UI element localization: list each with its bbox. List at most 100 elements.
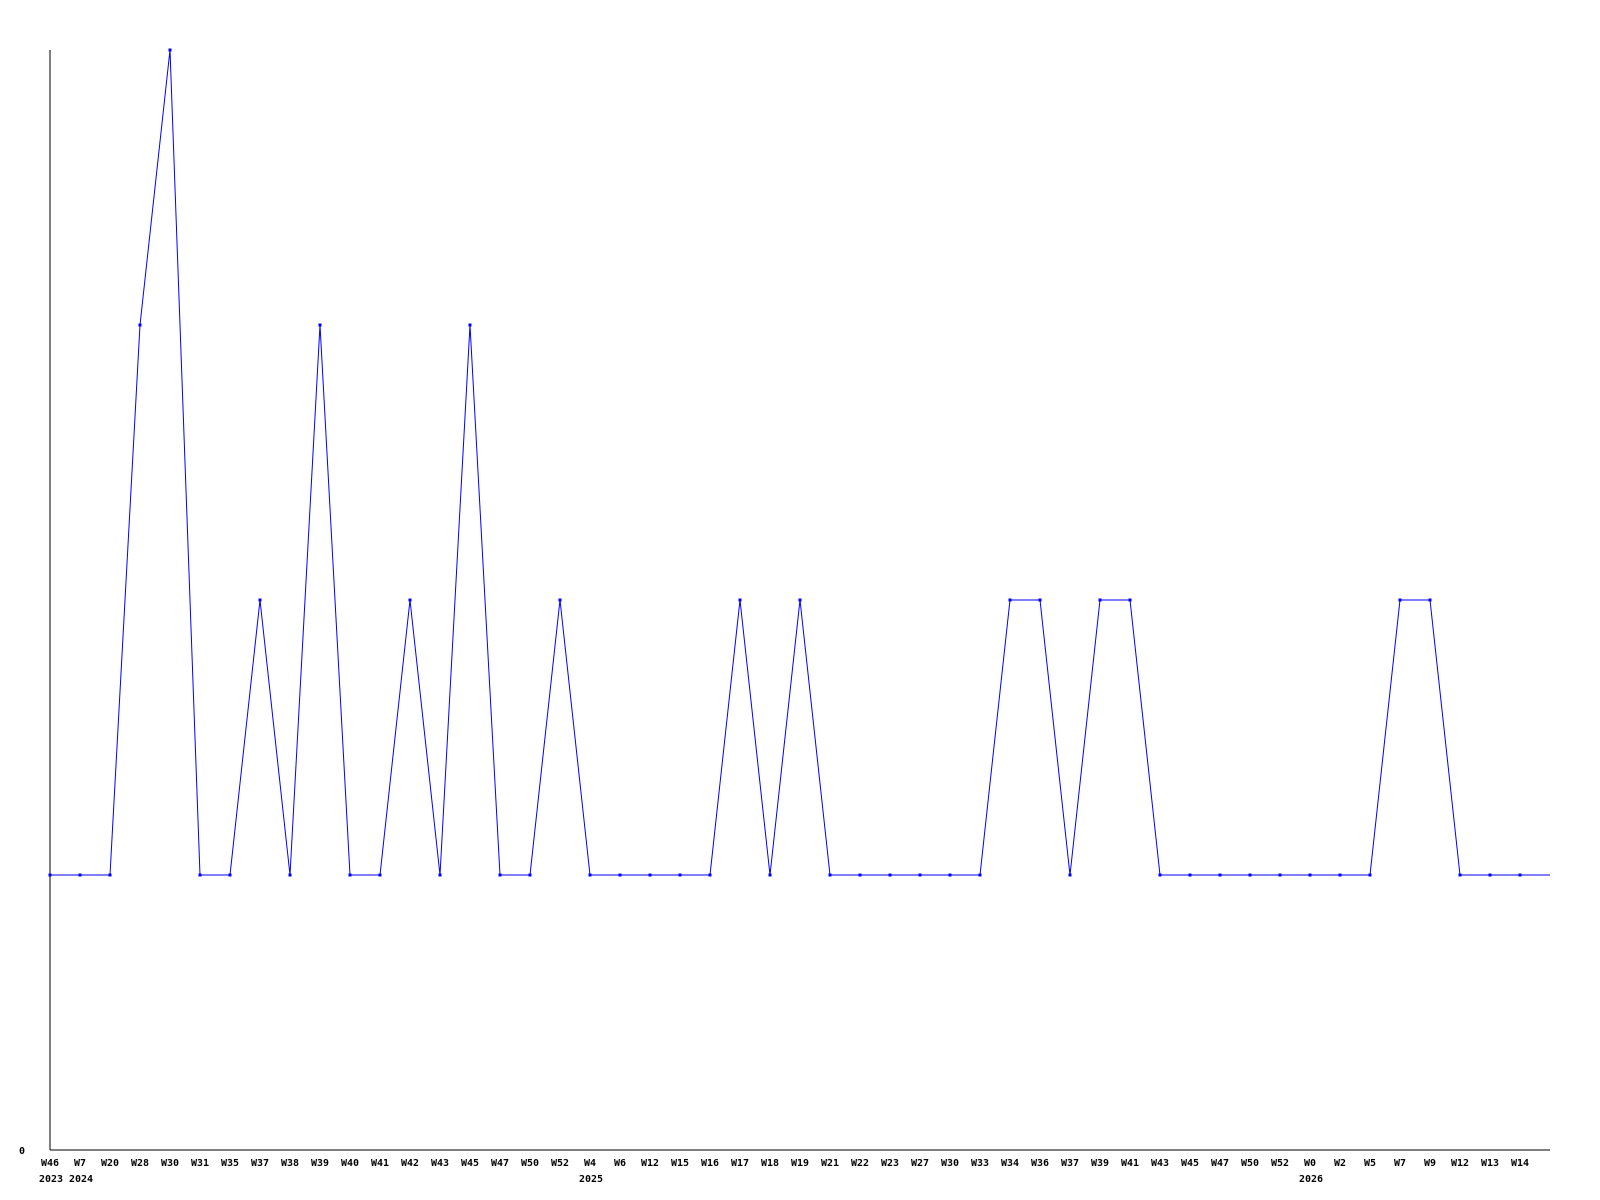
x-tick-label: W21 <box>821 1158 839 1169</box>
data-point <box>1308 873 1312 877</box>
x-tick-label: W30 <box>941 1158 959 1169</box>
x-tick-label: W33 <box>971 1158 989 1169</box>
x-tick-label: W46 <box>41 1158 59 1169</box>
x-tick-label: W28 <box>131 1158 149 1169</box>
x-tick-label: W18 <box>761 1158 779 1169</box>
x-tick-label: W16 <box>701 1158 719 1169</box>
data-point <box>1488 873 1492 877</box>
data-point <box>1008 598 1012 602</box>
data-point <box>258 598 262 602</box>
y-tick-label: 0 <box>19 1146 25 1157</box>
data-point <box>528 873 532 877</box>
data-point <box>1368 873 1372 877</box>
data-point <box>1188 873 1192 877</box>
data-point <box>168 48 172 52</box>
x-tick-label: W50 <box>1241 1158 1259 1169</box>
data-point <box>888 873 892 877</box>
x-tick-label: W0 <box>1304 1158 1316 1169</box>
x-tick-label: W5 <box>1364 1158 1376 1169</box>
x-tick-label: W42 <box>401 1158 419 1169</box>
x-tick-label: W43 <box>431 1158 449 1169</box>
x-tick-label: W30 <box>161 1158 179 1169</box>
data-point <box>798 598 802 602</box>
data-point <box>438 873 442 877</box>
x-tick-label: W7 <box>1394 1158 1406 1169</box>
year-label: 2023 <box>39 1174 63 1185</box>
x-tick-label: W34 <box>1001 1158 1019 1169</box>
data-point <box>618 873 622 877</box>
data-point <box>1218 873 1222 877</box>
x-tick-label: W15 <box>671 1158 689 1169</box>
x-tick-label: W35 <box>221 1158 239 1169</box>
x-tick-label: W45 <box>461 1158 479 1169</box>
x-tick-label: W52 <box>1271 1158 1289 1169</box>
data-point <box>108 873 112 877</box>
data-point <box>738 598 742 602</box>
x-tick-label: W45 <box>1181 1158 1199 1169</box>
x-tick-label: W13 <box>1481 1158 1499 1169</box>
data-point <box>288 873 292 877</box>
data-point <box>1458 873 1462 877</box>
x-tick-label: W38 <box>281 1158 299 1169</box>
x-tick-label: W19 <box>791 1158 809 1169</box>
data-point <box>1098 598 1102 602</box>
data-point <box>318 323 322 327</box>
data-point <box>408 598 412 602</box>
x-tick-label: W12 <box>641 1158 659 1169</box>
data-point <box>198 873 202 877</box>
x-tick-label: W4 <box>584 1158 596 1169</box>
x-tick-label: W6 <box>614 1158 626 1169</box>
data-point <box>1428 598 1432 602</box>
data-point <box>1038 598 1042 602</box>
x-tick-label: W47 <box>491 1158 509 1169</box>
data-point <box>768 873 772 877</box>
data-point <box>498 873 502 877</box>
data-point <box>1158 873 1162 877</box>
data-point <box>558 598 562 602</box>
data-point <box>348 873 352 877</box>
data-point <box>708 873 712 877</box>
data-point <box>378 873 382 877</box>
x-tick-label: W40 <box>341 1158 359 1169</box>
x-tick-label: W41 <box>371 1158 389 1169</box>
x-tick-label: W31 <box>191 1158 209 1169</box>
data-point <box>948 873 952 877</box>
data-point <box>1398 598 1402 602</box>
year-label: 2025 <box>579 1174 603 1185</box>
x-tick-label: W36 <box>1031 1158 1049 1169</box>
year-label: 2024 <box>69 1174 93 1185</box>
x-tick-label: W50 <box>521 1158 539 1169</box>
data-point <box>138 323 142 327</box>
x-tick-label: W41 <box>1121 1158 1139 1169</box>
x-tick-label: W23 <box>881 1158 899 1169</box>
data-point <box>648 873 652 877</box>
data-point <box>918 873 922 877</box>
x-tick-label: W9 <box>1424 1158 1436 1169</box>
data-point <box>1248 873 1252 877</box>
data-point <box>78 873 82 877</box>
data-point <box>48 873 52 877</box>
x-tick-label: W27 <box>911 1158 929 1169</box>
x-tick-label: W39 <box>311 1158 329 1169</box>
data-point <box>828 873 832 877</box>
x-tick-label: W12 <box>1451 1158 1469 1169</box>
data-point <box>588 873 592 877</box>
data-point <box>978 873 982 877</box>
x-tick-label: W39 <box>1091 1158 1109 1169</box>
data-point <box>858 873 862 877</box>
data-point <box>468 323 472 327</box>
x-tick-label: W47 <box>1211 1158 1229 1169</box>
data-point <box>1278 873 1282 877</box>
year-label: 2026 <box>1299 1174 1323 1185</box>
x-tick-label: W22 <box>851 1158 869 1169</box>
x-tick-label: W37 <box>251 1158 269 1169</box>
x-tick-label: W43 <box>1151 1158 1169 1169</box>
data-point <box>1068 873 1072 877</box>
x-tick-label: W52 <box>551 1158 569 1169</box>
x-tick-label: W14 <box>1511 1158 1529 1169</box>
series-line <box>50 49 1550 876</box>
x-tick-label: W17 <box>731 1158 749 1169</box>
x-tick-label: W7 <box>74 1158 86 1169</box>
x-tick-label: W20 <box>101 1158 119 1169</box>
